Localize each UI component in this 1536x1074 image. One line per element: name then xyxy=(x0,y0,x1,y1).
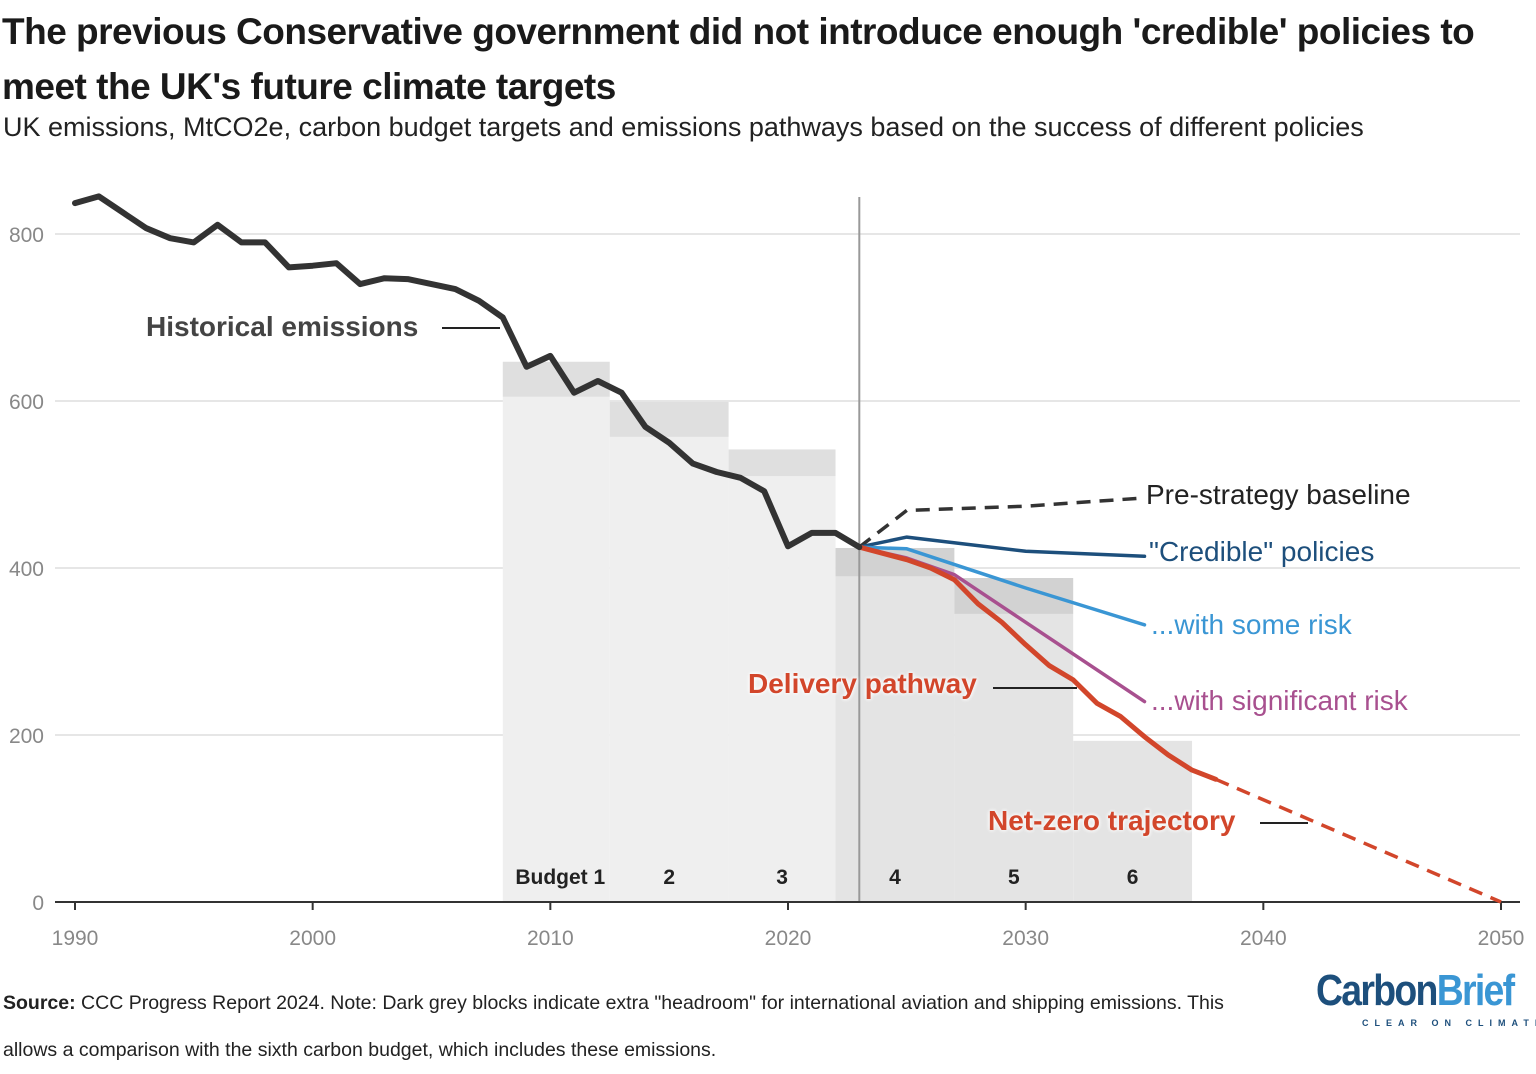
label-historical-emissions: Historical emissions xyxy=(146,311,419,342)
label-delivery-pathway: Delivery pathway xyxy=(748,668,977,699)
y-tick-label: 0 xyxy=(32,892,44,915)
series-line-with-some-risk xyxy=(857,545,1147,627)
logo-part1: Carbon xyxy=(1316,966,1438,1015)
budget-bar xyxy=(609,436,729,902)
budget-label: 2 xyxy=(663,866,675,889)
logo-part2: Brief xyxy=(1436,966,1515,1015)
logo-tagline: CLEAR ON CLIMATE xyxy=(1362,1018,1536,1028)
series-line-delivery-pathway xyxy=(856,544,1219,782)
x-tick-label: 2050 xyxy=(1478,927,1525,950)
series-line-credible-policies xyxy=(857,535,1147,559)
chart-subtitle: UK emissions, MtCO2e, carbon budget targ… xyxy=(3,112,1364,142)
carbon-brief-logo: CarbonBrief CLEAR ON CLIMATE xyxy=(1316,966,1536,1028)
y-tick-label: 400 xyxy=(9,558,44,581)
source-label: Source: xyxy=(3,992,76,1014)
x-tick-label: 2030 xyxy=(1002,927,1049,950)
series-line-pre-strategy-baseline xyxy=(858,496,1145,549)
label-net-zero-trajectory: Net-zero trajectory xyxy=(988,805,1236,836)
budget-label: Budget 1 xyxy=(515,866,605,889)
y-tick-label: 600 xyxy=(9,391,44,414)
budget-label: 6 xyxy=(1127,866,1139,889)
budget-bar xyxy=(502,396,610,902)
label-pre-strategy-baseline: Pre-strategy baseline xyxy=(1146,479,1411,510)
footer-note: Source: CCC Progress Report 2024. Note: … xyxy=(3,980,1263,1074)
budget-bar xyxy=(954,613,1074,902)
label-credible-policies: "Credible" policies xyxy=(1149,536,1375,567)
budget-label: 5 xyxy=(1008,866,1020,889)
x-tick-label: 2010 xyxy=(527,927,574,950)
label-significant-risk: ...with significant risk xyxy=(1151,685,1408,716)
x-tick-label: 2000 xyxy=(289,927,336,950)
source-text: CCC Progress Report 2024. Note: Dark gre… xyxy=(3,992,1224,1061)
label-some-risk: ...with some risk xyxy=(1151,609,1352,640)
budget-label: 3 xyxy=(776,866,788,889)
x-tick-label: 2020 xyxy=(765,927,812,950)
y-tick-label: 800 xyxy=(9,224,44,247)
budget-headroom-bar xyxy=(609,401,729,437)
x-tick-label: 1990 xyxy=(52,927,99,950)
budget-bar xyxy=(835,576,955,902)
x-tick-label: 2040 xyxy=(1240,927,1287,950)
budget-headroom-bar xyxy=(728,449,836,477)
budget-bar xyxy=(1073,740,1193,902)
series-line-net-zero-trajectory xyxy=(1215,777,1502,904)
y-tick-label: 200 xyxy=(9,725,44,748)
series-line-historical-emissions xyxy=(72,193,863,551)
budget-bar xyxy=(728,476,836,902)
chart-title: The previous Conservative government did… xyxy=(2,11,1475,107)
budget-label: 4 xyxy=(889,866,901,889)
